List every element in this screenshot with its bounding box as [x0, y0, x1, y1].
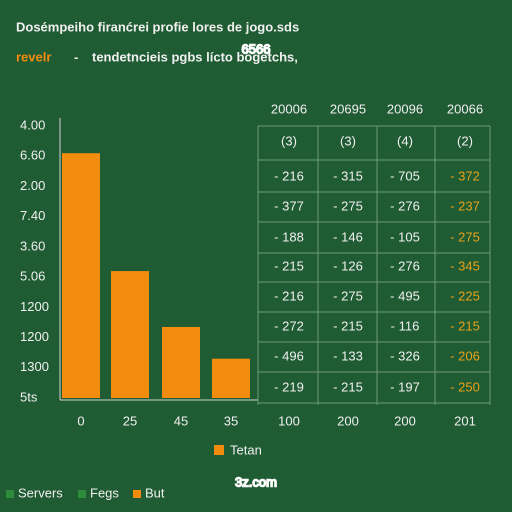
y-tick-label: 7.40 [20, 208, 45, 223]
table-cell: - 495 [390, 288, 420, 303]
table-cell: - 105 [390, 229, 420, 244]
legend-label: Fegs [90, 485, 119, 500]
table-cell: - 215 [333, 379, 363, 394]
table-cell: - 275 [333, 288, 363, 303]
table-cell: - 377 [274, 198, 304, 213]
table-cell: - 216 [274, 288, 304, 303]
table-cell: - 275 [450, 229, 480, 244]
legend-label: Tetan [230, 442, 262, 457]
title-line: tendetncieis pgbs lícto bogetchs, [92, 49, 298, 64]
column-header: 20695 [330, 101, 366, 116]
watermark: 6566 [242, 41, 271, 56]
column-header: 20066 [447, 101, 483, 116]
title-dash: - [74, 49, 78, 64]
table-cell: - 372 [450, 168, 480, 183]
column-footer: 200 [337, 413, 359, 428]
x-tick-label: 25 [123, 413, 137, 428]
watermark: 3z.com [235, 474, 277, 489]
column-header: 20006 [271, 101, 307, 116]
y-tick-label: 3.60 [20, 238, 45, 253]
x-tick-label: 0 [77, 413, 84, 428]
table-cell: - 126 [333, 258, 363, 273]
column-subheader: (3) [340, 133, 356, 148]
table-cell: - 116 [391, 318, 420, 333]
y-tick-label: 1200 [20, 299, 49, 314]
table-cell: - 146 [333, 229, 363, 244]
column-subheader: (3) [281, 133, 297, 148]
bottom-legend: Servers Fegs But [6, 485, 165, 500]
table-cell: - 215 [333, 318, 363, 333]
column-footer: 200 [394, 413, 416, 428]
legend-swatch [78, 490, 86, 498]
table-cell: - 705 [390, 168, 420, 183]
column-footer: 100 [278, 413, 300, 428]
table-cell: - 215 [274, 258, 304, 273]
table-cell: - 206 [450, 348, 480, 363]
legend-swatch [6, 490, 14, 498]
legend-swatch [133, 490, 141, 498]
table-cell: - 133 [333, 348, 363, 363]
table-cell: - 219 [274, 379, 304, 394]
y-tick-label: 2.00 [20, 178, 45, 193]
legend-swatch [214, 445, 224, 455]
legend-label: Servers [18, 485, 63, 500]
column-subheader: (4) [397, 133, 413, 148]
legend-label: But [145, 485, 165, 500]
table-cell: - 276 [390, 258, 420, 273]
table-cell: - 275 [333, 198, 363, 213]
table-cell: - 326 [390, 348, 420, 363]
table-cell: - 496 [274, 348, 304, 363]
table-cell: - 315 [333, 168, 363, 183]
table-cell: - 215 [450, 318, 480, 333]
table-cell: - 237 [450, 198, 480, 213]
column-subheader: (2) [457, 133, 473, 148]
y-tick-label: 1300 [20, 359, 49, 374]
plot: 4.00 6.60 2.00 7.40 3.60 5.06 1200 1200 1300 5ts 0… [20, 117, 250, 428]
table-cell: - 250 [450, 379, 480, 394]
table-cell: - 345 [450, 258, 480, 273]
table-cell: - 272 [274, 318, 304, 333]
column-footer: 201 [454, 413, 476, 428]
table-cell: - 188 [274, 229, 304, 244]
table-cell: - 197 [390, 379, 420, 394]
bar [162, 326, 200, 398]
bar [111, 271, 149, 398]
y-tick-label: 1200 [20, 329, 49, 344]
x-tick-label: 35 [224, 413, 238, 428]
bar [62, 153, 100, 398]
bar [212, 358, 250, 398]
table-cell: - 276 [390, 198, 420, 213]
y-tick-label: 5.06 [20, 269, 45, 284]
y-tick-label: 6.60 [20, 148, 45, 163]
x-tick-label: 45 [174, 413, 188, 428]
title-line: Dosémpeiho firanćrei profie lores de jog… [16, 19, 299, 34]
table: 20006 20695 20096 20066 (3) (3) (4) (2) - 216 - 3… [257, 101, 491, 428]
y-tick-label: 4.00 [20, 117, 45, 132]
table-cell: - 225 [450, 288, 480, 303]
column-header: 20096 [387, 101, 423, 116]
title-word: revelr [16, 49, 51, 64]
y-tick-label: 5ts [20, 389, 38, 404]
table-cell: - 216 [274, 168, 304, 183]
